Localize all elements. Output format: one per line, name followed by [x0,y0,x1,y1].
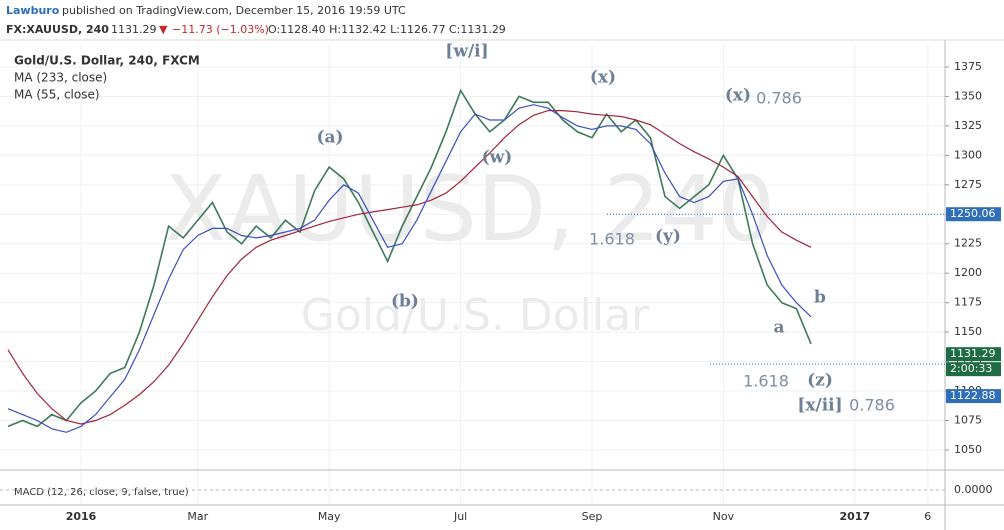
author[interactable]: Lawburo [6,4,60,17]
x-tick-label: May [318,510,341,523]
x-tick-label: Nov [713,510,735,523]
y-tick-label: 1050 [954,443,982,456]
price-box [946,347,1001,362]
x-tick-label: 6 [924,510,931,523]
wave-label: (x) [590,68,616,88]
y-tick-label: 1075 [954,414,982,427]
fib-label: 1.618 [589,230,635,249]
wave-label: (w) [482,148,513,168]
last-price: 1131.29 [111,23,157,36]
macd-tick-label: 0.0000 [954,483,993,496]
price-box [946,207,1001,222]
wave-label: (b) [391,292,419,312]
countdown: 2:00:33 [950,362,992,375]
legend-entry: MA (233, close) [14,71,107,85]
price-box [946,389,1001,404]
wave-label: (y) [655,227,681,247]
ohlc: O:1128.40 H:1132.42 L:1126.77 C:1131.29 [268,23,506,36]
watermark: XAUUSD, 240 [165,157,775,262]
y-tick-label: 1275 [954,178,982,191]
wave-label: [w/i] [445,42,488,62]
price-box-label: 1250.06 [950,207,996,220]
y-tick-label: 1325 [954,119,982,132]
legend-entry: MA (55, close) [14,88,100,102]
wave-label: (a) [316,128,343,148]
x-tick-label: Jul [453,510,467,523]
y-tick-label: 1150 [954,325,982,338]
y-tick-label: 1200 [954,266,982,279]
x-tick-label: Mar [187,510,208,523]
y-tick-label: 1350 [954,89,982,102]
series-line [7,88,812,428]
watermark-sub: Gold/U.S. Dollar [301,290,650,341]
x-tick-label: Sep [582,510,603,523]
symbol: FX:XAUUSD, 240 [6,23,109,36]
countdown-box [946,362,1001,377]
series-line [7,110,812,425]
y-tick-label: 1225 [954,237,982,250]
change: −11.73 (−1.03%) [172,23,269,36]
wave-label: (z) [807,371,833,391]
legend-entry: Gold/U.S. Dollar, 240, FXCM [14,54,200,68]
wave-label: [x/ii] [797,396,842,416]
y-tick-label: 1300 [954,148,982,161]
fib-label: 0.786 [849,396,895,415]
change-arrow: ▼ [159,23,168,36]
price-box-label: 1131.29 [950,347,996,360]
fib-label: 0.786 [756,89,802,108]
wave-label: b [814,288,826,308]
y-tick-label: 1375 [954,60,982,73]
x-tick-label: 2017 [839,510,870,523]
macd-label: MACD (12, 26, close, 9, false, true) [14,487,189,498]
wave-label: (x) [725,86,751,106]
price-box-label: 1122.88 [950,389,996,402]
wave-label: a [773,318,784,338]
grid [0,44,945,505]
series-line [7,104,812,433]
fib-label: 1.618 [743,372,789,391]
published: published on TradingView.com, December 1… [62,4,406,17]
y-tick-label: 1175 [954,296,982,309]
x-tick-label: 2016 [66,510,97,523]
